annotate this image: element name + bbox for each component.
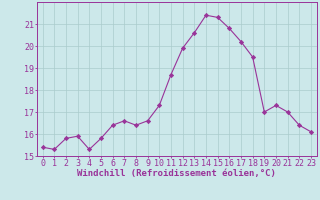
X-axis label: Windchill (Refroidissement éolien,°C): Windchill (Refroidissement éolien,°C) — [77, 169, 276, 178]
